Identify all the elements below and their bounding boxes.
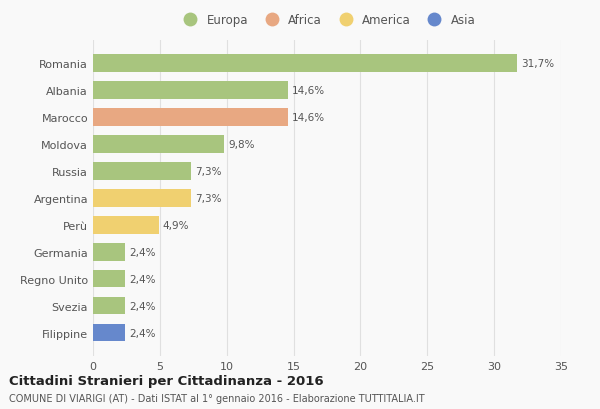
Text: 31,7%: 31,7% xyxy=(521,59,554,69)
Bar xyxy=(93,216,158,234)
Legend: Europa, Africa, America, Asia: Europa, Africa, America, Asia xyxy=(175,11,479,31)
Text: 4,9%: 4,9% xyxy=(163,220,189,230)
Bar xyxy=(93,270,125,288)
Bar xyxy=(93,55,517,73)
Text: 7,3%: 7,3% xyxy=(194,166,221,176)
Text: Cittadini Stranieri per Cittadinanza - 2016: Cittadini Stranieri per Cittadinanza - 2… xyxy=(9,374,323,387)
Bar xyxy=(93,324,125,342)
Text: 7,3%: 7,3% xyxy=(194,193,221,203)
Text: 14,6%: 14,6% xyxy=(292,86,325,96)
Text: 9,8%: 9,8% xyxy=(228,139,254,150)
Text: 2,4%: 2,4% xyxy=(129,301,155,311)
Text: 2,4%: 2,4% xyxy=(129,328,155,338)
Text: 2,4%: 2,4% xyxy=(129,274,155,284)
Text: COMUNE DI VIARIGI (AT) - Dati ISTAT al 1° gennaio 2016 - Elaborazione TUTTITALIA: COMUNE DI VIARIGI (AT) - Dati ISTAT al 1… xyxy=(9,393,425,403)
Bar xyxy=(93,243,125,261)
Bar xyxy=(93,82,288,99)
Bar xyxy=(93,163,191,180)
Bar xyxy=(93,190,191,207)
Text: 2,4%: 2,4% xyxy=(129,247,155,257)
Bar xyxy=(93,109,288,126)
Bar xyxy=(93,136,224,153)
Bar xyxy=(93,297,125,315)
Text: 14,6%: 14,6% xyxy=(292,113,325,123)
